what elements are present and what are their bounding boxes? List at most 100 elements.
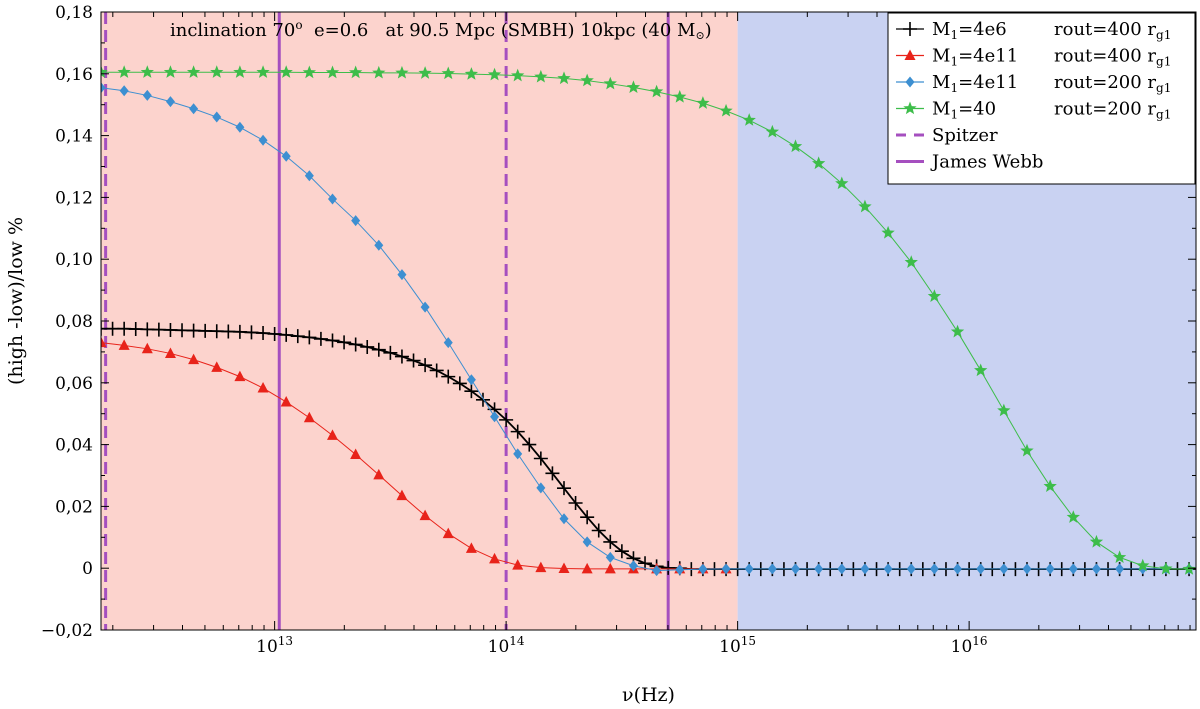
- series-3-point-44: [1112, 550, 1127, 564]
- series-3-point-9: [302, 65, 317, 79]
- series-3-point-12: [372, 65, 386, 79]
- series-3-point-8: [279, 65, 293, 78]
- series-2-point-20: [559, 513, 569, 525]
- series-3-point-25: [673, 89, 687, 103]
- series-1-point-10: [327, 429, 339, 440]
- series-3-point-37: [950, 324, 965, 338]
- series-1-point-13: [396, 489, 408, 501]
- series-2-point-28: [744, 563, 754, 575]
- series-2-point-3: [165, 96, 175, 108]
- series-2-point-16: [466, 374, 476, 386]
- series-3-point-35: [904, 255, 918, 268]
- y-tick-label-0: −0,02: [41, 621, 93, 641]
- series-1-line: [101, 342, 727, 570]
- series-2-point-35: [906, 563, 916, 575]
- series-3-point-14: [418, 66, 432, 79]
- series-3-point-45: [1136, 558, 1150, 572]
- series-3-point-16: [464, 67, 479, 80]
- series-0-point-33: [475, 392, 490, 407]
- y-tick-label-3: 0,04: [55, 436, 93, 456]
- series-3-point-32: [835, 176, 849, 190]
- series-3-point-38: [974, 363, 988, 377]
- y-tick-label-7: 0,12: [55, 188, 93, 208]
- series-0-point-24: [371, 342, 386, 357]
- x-tick-label-3: 1016: [951, 634, 988, 657]
- legend-label-5: James Webb: [930, 152, 1043, 173]
- series-0-point-23: [360, 339, 375, 354]
- series-3-point-34: [881, 225, 895, 239]
- series-3-point-42: [1066, 510, 1080, 523]
- series-3-point-17: [487, 67, 502, 81]
- series-1-point-16: [465, 542, 477, 553]
- series-0-point-28: [418, 358, 433, 373]
- series-1-point-7: [257, 382, 269, 393]
- series-1-point-0: [101, 336, 107, 348]
- series-0-point-36: [510, 424, 525, 439]
- series-0-point-15: [267, 326, 282, 341]
- series-0-point-39: [545, 466, 560, 481]
- series-2-point-17: [490, 411, 500, 423]
- series-2-point-36: [929, 563, 939, 575]
- series-0-point-32: [464, 384, 479, 399]
- series-0-point-14: [256, 326, 271, 341]
- legend-swatch-marker-1: [904, 49, 916, 60]
- series-0-point-20: [325, 333, 340, 348]
- series-2-point-2: [142, 89, 152, 101]
- series-1-point-6: [234, 370, 246, 382]
- series-2-point-23: [628, 560, 638, 572]
- series-2-point-1: [119, 85, 129, 97]
- series-2-point-39: [999, 563, 1009, 575]
- series-1-point-1: [118, 339, 130, 350]
- legend-label-2: M1=4e11: [932, 72, 1018, 95]
- x-tick-label-2: 1015: [719, 634, 756, 657]
- series-3-point-11: [348, 65, 363, 79]
- series-1-point-9: [303, 411, 315, 423]
- series-2-point-14: [420, 301, 430, 313]
- annotation-group: inclination 70o e=0.6 at 90.5 Mpc (SMBH)…: [170, 18, 712, 42]
- legend: M1=4e6 rout=400 rg1 M1=4e11 rout=400 rg1 M1=…: [887, 12, 1196, 185]
- series-1-point-15: [442, 527, 454, 539]
- series-3-point-6: [233, 65, 247, 78]
- series-0-point-35: [499, 412, 514, 427]
- annotation-text: inclination 70o e=0.6 at 90.5 Mpc (SMBH)…: [170, 18, 712, 42]
- series-0-point-21: [337, 335, 352, 350]
- series-2-point-8: [281, 150, 291, 162]
- series-0-point-44: [603, 534, 618, 549]
- series-0-point-45: [614, 544, 629, 559]
- series-3-point-33: [858, 199, 872, 213]
- series-2-point-27: [721, 563, 731, 575]
- x-tick-label-0: 1013: [256, 634, 293, 657]
- series-2-point-24: [652, 565, 662, 577]
- series-3-point-19: [534, 69, 548, 83]
- series-2-point-37: [953, 563, 963, 575]
- series-1-point-3: [164, 347, 176, 358]
- y-tick-label-1: 0: [82, 559, 93, 579]
- series-3-point-20: [557, 71, 571, 85]
- y-tick-label-5: 0,08: [55, 312, 93, 332]
- series-2-point-42: [1068, 563, 1078, 575]
- series-0-point-26: [394, 349, 409, 364]
- series-2-point-12: [374, 239, 384, 251]
- series-3-point-4: [186, 65, 201, 78]
- series-3-point-40: [1020, 443, 1034, 457]
- series-3-point-1: [117, 65, 131, 78]
- legend-swatch-marker-0: [903, 22, 917, 36]
- series-2-point-22: [605, 551, 615, 563]
- series-2-point-43: [1091, 563, 1101, 575]
- y-tick-label-4: 0,06: [55, 374, 93, 394]
- series-0-point-37: [522, 437, 537, 452]
- series-2-point-5: [212, 111, 222, 123]
- series-2-point-32: [837, 563, 847, 575]
- y-tick-label-2: 0,02: [55, 497, 93, 517]
- series-3-point-43: [1089, 534, 1104, 548]
- series-2-point-38: [976, 563, 986, 575]
- series-2-point-26: [698, 563, 708, 575]
- series-3-point-13: [395, 65, 409, 79]
- series-0-point-43: [591, 523, 606, 538]
- series-2-point-21: [582, 536, 592, 548]
- y-tick-label-6: 0,10: [55, 250, 93, 270]
- series-3-point-30: [788, 139, 803, 153]
- legend-label-rout-0: rout=400 rg1: [1054, 19, 1171, 42]
- series-2-point-7: [258, 134, 268, 146]
